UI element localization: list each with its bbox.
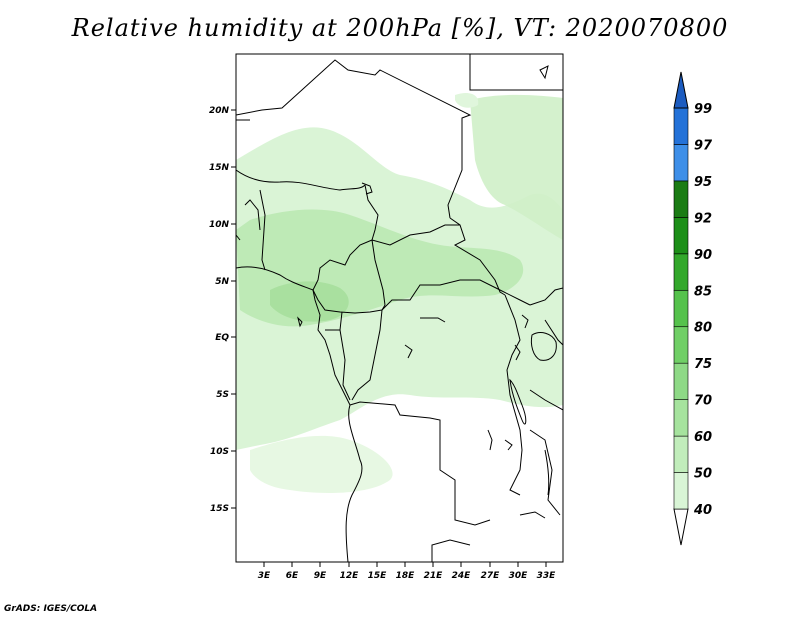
colorbar-label: 40 — [693, 503, 712, 518]
colorbar-label: 50 — [694, 467, 712, 482]
border-sudan-east — [529, 287, 563, 306]
border-drc-angola — [349, 401, 491, 526]
border-uganda-kenya — [544, 319, 563, 346]
map-title: Relative humidity at 200hPa [%], VT: 202… — [71, 14, 729, 42]
colorbar-label: 75 — [694, 357, 712, 372]
lake-kivu — [514, 344, 521, 361]
lat-tick-label: 10N — [209, 220, 230, 230]
lake-south-1 — [519, 511, 546, 519]
lake-south-2 — [487, 429, 493, 451]
island-bioko — [297, 316, 303, 328]
border-chad-nigeria — [364, 184, 379, 241]
island-ne — [539, 65, 549, 80]
lat-tick-label: 10S — [210, 447, 229, 457]
map-frame — [235, 53, 564, 563]
border-drc-east — [504, 294, 523, 496]
lon-tick-label: 21E — [424, 571, 444, 581]
lat-tick-label: 15N — [209, 163, 230, 173]
border-libya-chad — [236, 59, 472, 219]
border-car-congo — [381, 279, 531, 311]
border-libya-sudan — [469, 54, 563, 91]
border-gabon-congo — [325, 311, 351, 401]
lake-malawi — [544, 449, 550, 496]
grads-credit: GrADS: IGES/COLA — [4, 604, 98, 614]
country-borders — [236, 54, 563, 562]
colorbar-swatch — [673, 472, 689, 510]
lon-tick-label: 6E — [286, 571, 299, 581]
latitude-axis: 20N 15N 10N 5N EQ 5S 10S 15S — [209, 106, 236, 514]
border-chad-car — [371, 224, 460, 246]
colorbar-label: 70 — [694, 394, 712, 409]
humidity-area-east — [470, 94, 563, 240]
lon-tick-label: 30E — [509, 571, 529, 581]
colorbar-swatch — [673, 326, 689, 364]
colorbar-swatch — [673, 144, 689, 182]
lake-mweru — [504, 439, 513, 451]
river-drc-1 — [404, 344, 413, 359]
lon-tick-label: 18E — [396, 571, 416, 581]
coast-gulf-guinea — [236, 266, 314, 291]
coast-gabon — [312, 289, 351, 406]
humidity-area-south — [250, 435, 393, 493]
lon-tick-label: 9E — [314, 571, 327, 581]
border-angola-south — [431, 539, 471, 562]
lon-tick-label: 27E — [481, 571, 501, 581]
lat-tick-label: 20N — [209, 106, 230, 116]
border-zambia-malawi — [529, 429, 561, 516]
lat-tick-label: 15S — [210, 504, 229, 514]
colorbar-swatch — [673, 107, 689, 145]
lon-tick-label: 15E — [368, 571, 388, 581]
border-cameroon-gabon — [312, 289, 383, 314]
colorbar-label: 92 — [694, 211, 712, 226]
lon-tick-label: 3E — [258, 571, 271, 581]
river-drc-2 — [420, 317, 446, 323]
humidity-area-core — [270, 281, 349, 322]
lake-victoria — [530, 332, 557, 361]
colorbar: 40 50 60 70 75 80 85 90 92 95 97 99 — [673, 71, 713, 546]
border-westcoast — [236, 234, 241, 241]
border-cameroon-nigeria — [312, 239, 373, 291]
lat-tick-label: EQ — [215, 333, 229, 343]
colorbar-label: 80 — [694, 321, 712, 336]
border-benin — [244, 199, 261, 231]
colorbar-label: 60 — [694, 430, 712, 445]
longitude-axis: 3E 6E 9E 12E 15E 18E 21E 24E 27E 30E 33E — [258, 562, 556, 581]
colorbar-swatch — [673, 289, 689, 328]
lake-tanganyika — [509, 378, 527, 425]
colorbar-upper-cap — [673, 71, 689, 109]
border-cameroon-inner — [259, 189, 266, 271]
colorbar-swatch — [673, 253, 689, 291]
border-congo-drc — [351, 309, 383, 401]
lat-tick-label: 5S — [216, 390, 229, 400]
colorbar-swatch — [673, 435, 689, 473]
colorbar-label: 85 — [694, 284, 712, 299]
colorbar-label: 95 — [694, 175, 712, 190]
lat-tick-label: 5N — [215, 277, 229, 287]
colorbar-swatch — [673, 362, 689, 400]
lake-chad — [361, 182, 373, 195]
lake-albert — [521, 314, 529, 329]
humidity-area-ne — [455, 93, 479, 108]
colorbar-swatch — [673, 180, 689, 218]
colorbar-label: 90 — [694, 248, 712, 263]
colorbar-label: 99 — [694, 102, 712, 117]
lon-tick-label: 24E — [452, 571, 472, 581]
colorbar-lower-cap — [673, 508, 689, 546]
border-tanzania — [529, 389, 563, 411]
colorbar-label: 97 — [694, 138, 713, 153]
border-cameroon-car — [371, 239, 386, 311]
humidity-field — [236, 93, 563, 493]
colorbar-swatch — [673, 217, 689, 255]
border-niger-nigeria — [236, 169, 366, 191]
lon-tick-label: 33E — [537, 571, 557, 581]
colorbar-swatch — [673, 399, 689, 437]
lon-tick-label: 12E — [340, 571, 360, 581]
border-angola-coast — [345, 404, 363, 562]
